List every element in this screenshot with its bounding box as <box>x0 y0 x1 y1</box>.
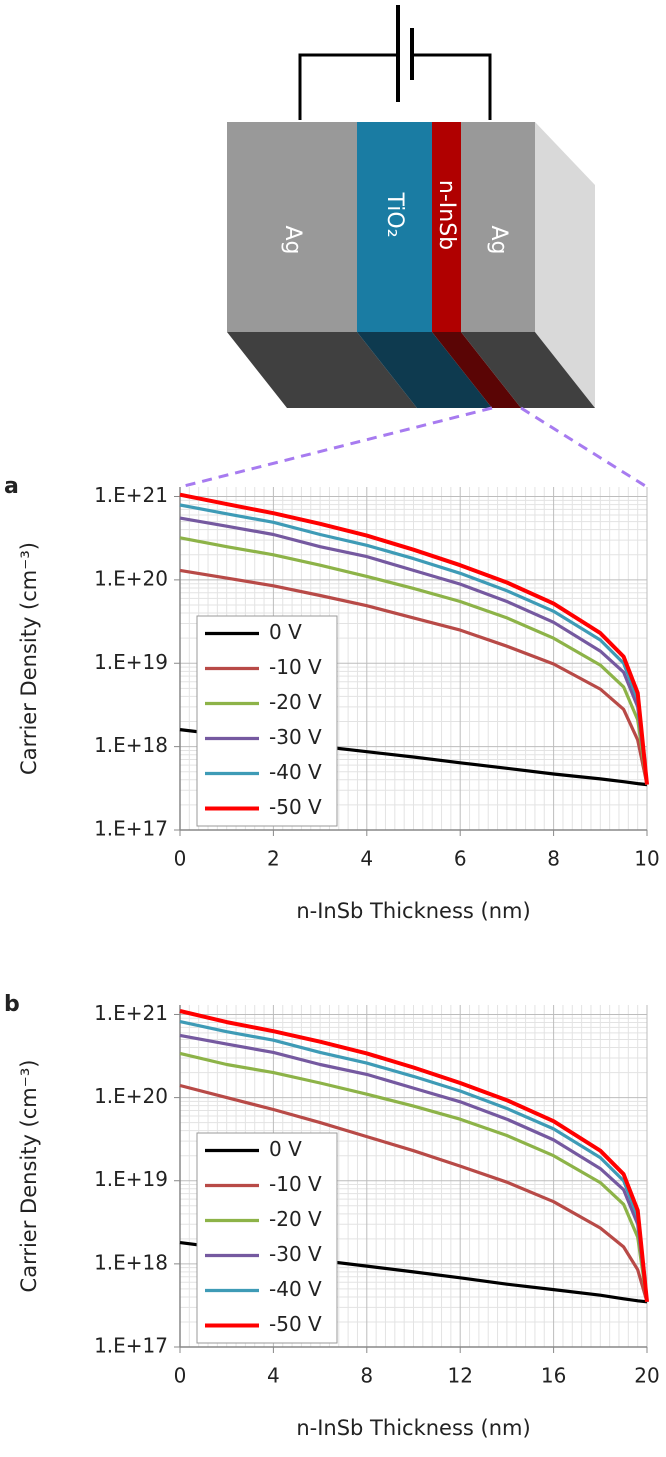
layer-label: n-InSb <box>434 180 459 250</box>
legend-box <box>196 1132 338 1344</box>
x-tick-label: 8 <box>360 1364 373 1388</box>
legend-label: -30 V <box>269 1242 322 1266</box>
panel-label: a <box>4 474 19 499</box>
series-line <box>179 1009 649 1303</box>
legend-label: -40 V <box>269 760 322 784</box>
x-tick-label: 4 <box>267 1364 280 1388</box>
x-tick-label: 10 <box>634 847 659 871</box>
y-tick-label: 1.E+18 <box>94 1250 168 1274</box>
legend-box <box>196 615 338 827</box>
y-tick-label: 1.E+19 <box>94 1167 168 1191</box>
legend-label: -50 V <box>269 795 322 819</box>
zoom-line <box>520 406 648 489</box>
series-line <box>179 1020 649 1302</box>
y-tick-label: 1.E+20 <box>94 1084 168 1108</box>
series-line <box>179 1051 649 1303</box>
x-tick-label: 2 <box>267 847 280 871</box>
layer-label: TiO₂ <box>382 191 407 237</box>
side-face <box>535 122 595 408</box>
legend-label: -40 V <box>269 1277 322 1301</box>
x-tick-label: 0 <box>174 847 187 871</box>
series-line <box>179 568 649 785</box>
plot: 1.E+17 1.E+18 1.E+19 1.E+20 1.E+21 0 4 8 12 16 20 n… <box>4 992 660 1440</box>
x-tick-label: 0 <box>174 1364 187 1388</box>
legend-label: -10 V <box>269 655 322 679</box>
legend-label: -20 V <box>269 690 322 714</box>
wire <box>298 53 398 120</box>
bottom-face <box>357 332 492 408</box>
x-axis-label: n-InSb Thickness (nm) <box>296 1416 530 1440</box>
y-tick-label: 1.E+21 <box>94 483 168 507</box>
bottom-face <box>227 332 417 408</box>
series-line <box>179 1033 649 1302</box>
layer-insb <box>432 122 461 332</box>
zoom-line <box>179 406 493 489</box>
plot: 1.E+17 1.E+18 1.E+19 1.E+20 1.E+21 0 2 4 6 8 10 n-I… <box>4 474 660 923</box>
y-tick-label: 1.E+19 <box>94 650 168 674</box>
x-tick-label: 16 <box>541 1364 566 1388</box>
bottom-face <box>461 332 595 408</box>
series-line <box>179 1083 649 1303</box>
series-line <box>179 536 649 785</box>
y-axis-label: Carrier Density (cm⁻³) <box>17 1060 41 1293</box>
y-tick-label: 1.E+20 <box>94 566 168 590</box>
y-tick-label: 1.E+17 <box>94 817 168 841</box>
series-line <box>179 503 649 785</box>
x-tick-label: 20 <box>634 1364 659 1388</box>
y-tick-label: 1.E+17 <box>94 1334 168 1358</box>
y-tick-label: 1.E+18 <box>94 733 168 757</box>
layer-ag <box>461 122 535 332</box>
x-tick-label: 4 <box>360 847 373 871</box>
legend-label: 0 V <box>269 1137 302 1161</box>
layer-label: Ag <box>280 225 305 254</box>
layer-label: Ag <box>486 225 511 254</box>
legend-label: 0 V <box>269 620 302 644</box>
wire <box>412 53 492 120</box>
x-axis-label: n-InSb Thickness (nm) <box>296 899 530 923</box>
circuit <box>298 5 492 120</box>
y-tick-label: 1.E+21 <box>94 1001 168 1025</box>
x-tick-label: 6 <box>454 847 467 871</box>
legend-label: -30 V <box>269 725 322 749</box>
x-tick-label: 8 <box>547 847 560 871</box>
y-axis-label: Carrier Density (cm⁻³) <box>17 542 41 775</box>
layer-tio2 <box>357 122 432 332</box>
series-line <box>179 492 649 785</box>
series-line <box>179 516 649 785</box>
x-tick-label: 12 <box>447 1364 472 1388</box>
legend-label: -10 V <box>269 1172 322 1196</box>
panel-label: b <box>4 992 20 1017</box>
legend-label: -50 V <box>269 1312 322 1336</box>
legend-label: -20 V <box>269 1207 322 1231</box>
bottom-face <box>432 332 521 408</box>
layer-ag <box>227 122 357 332</box>
